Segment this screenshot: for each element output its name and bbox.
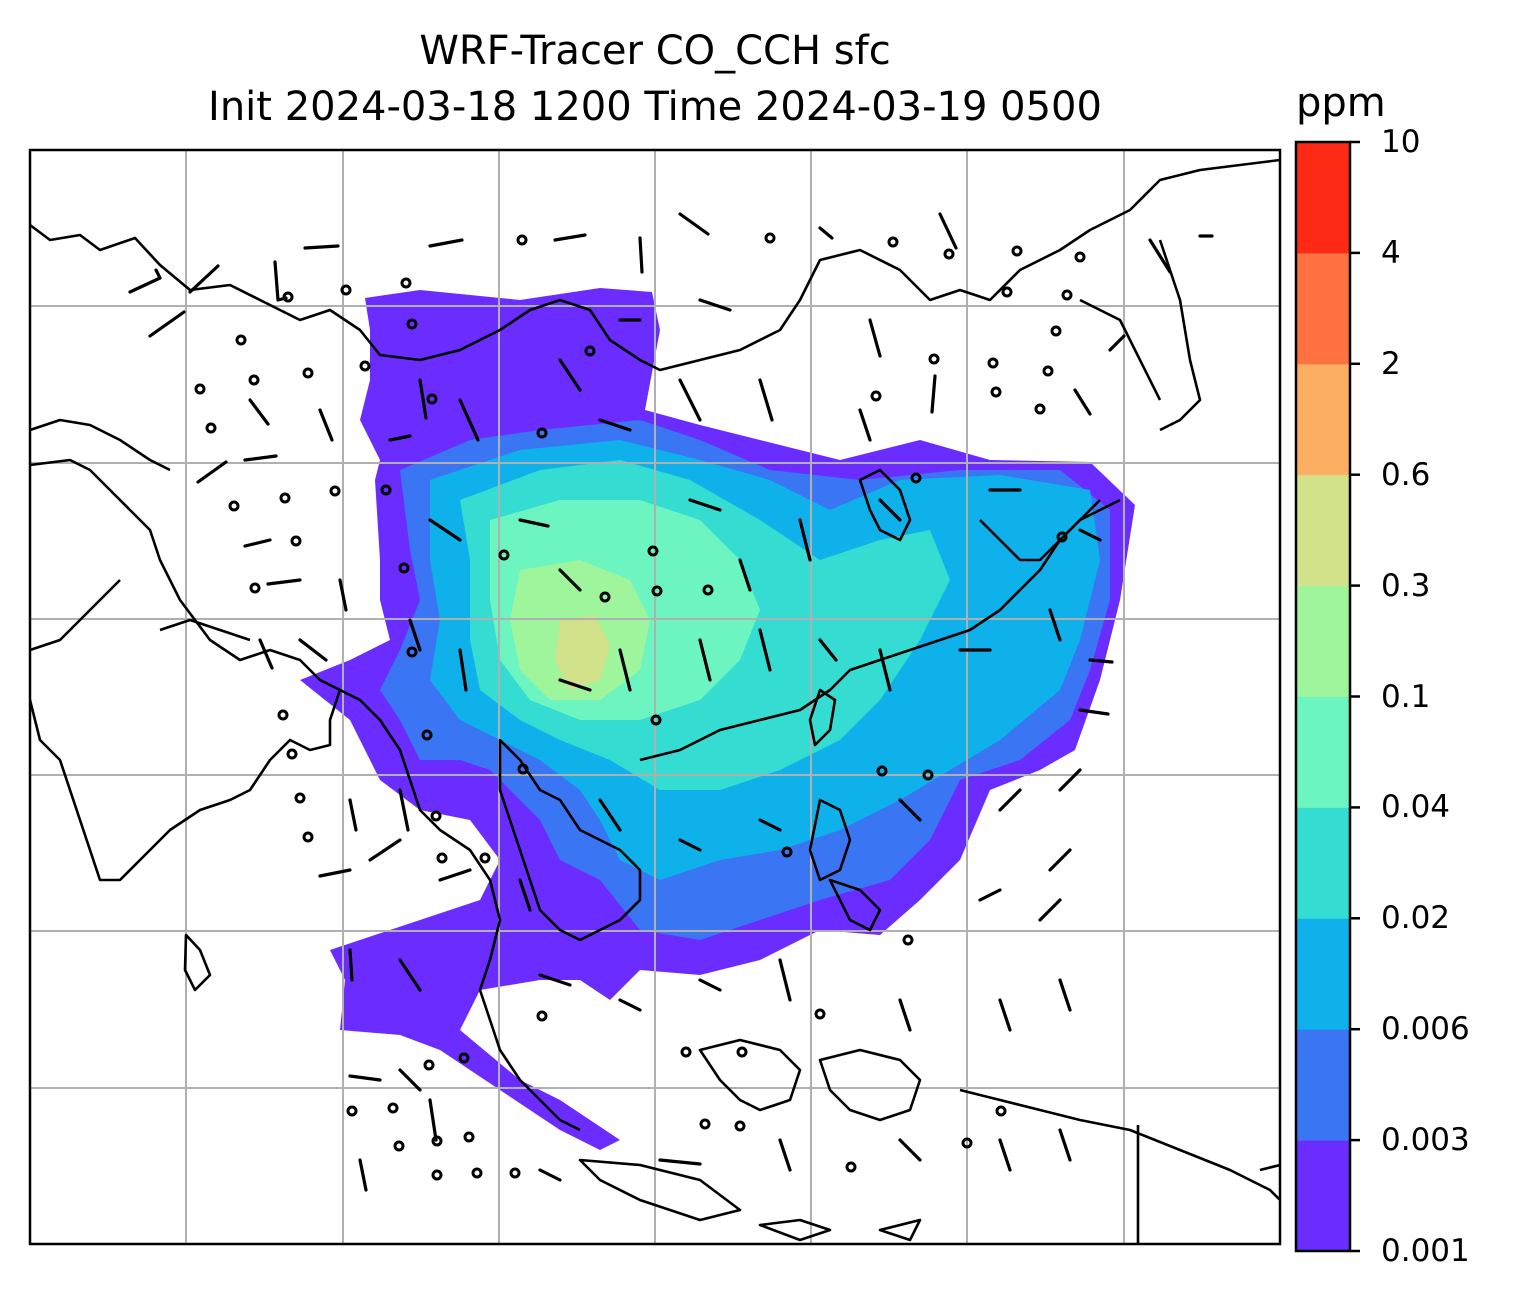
- colorbar-tick-label: 0.003: [1381, 1122, 1470, 1159]
- colorbar-swatch: [1296, 1140, 1350, 1252]
- colorbar-tick-label: 0.04: [1381, 789, 1451, 826]
- colorbar-swatch: [1296, 142, 1350, 254]
- map-title-line-1: WRF-Tracer CO_CCH sfc: [419, 28, 891, 74]
- field-level-7: [555, 615, 610, 690]
- colorbar-tick-label: 2: [1381, 345, 1401, 382]
- colorbar-swatch: [1296, 1029, 1350, 1141]
- map-frame: [28, 148, 1282, 1246]
- colorbar-swatch: [1296, 696, 1350, 808]
- colorbar-swatch: [1296, 807, 1350, 919]
- colorbar-tick-label: 0.006: [1381, 1011, 1470, 1048]
- colorbar-tick-label: 0.02: [1381, 900, 1451, 937]
- colorbar: [1294, 140, 1360, 1253]
- colorbar-swatch: [1296, 363, 1350, 476]
- coastlines: [30, 158, 1280, 1244]
- concentration-field: [300, 288, 1135, 1150]
- calm-wind-markers: [194, 232, 1086, 1181]
- colorbar-swatch: [1296, 474, 1350, 587]
- colorbar-unit-label: ppm: [1296, 80, 1386, 126]
- colorbar-swatch: [1296, 252, 1350, 365]
- wind-barbs: [128, 212, 1214, 1192]
- colorbar-tick-label: 0.1: [1381, 678, 1431, 715]
- colorbar-tick-label: 0.3: [1381, 567, 1431, 604]
- colorbar-swatch: [1296, 918, 1350, 1030]
- map-plot-area: [30, 150, 1280, 1244]
- colorbar-tick-label: 10: [1381, 124, 1421, 160]
- map-gridlines: [30, 150, 1280, 1244]
- colorbar-tick-label: 0.6: [1381, 456, 1431, 493]
- colorbar-tick-label: 4: [1381, 234, 1401, 271]
- map-title-line-2: Init 2024-03-18 1200 Time 2024-03-19 050…: [208, 84, 1102, 130]
- colorbar-tick-label: 0.001: [1381, 1233, 1470, 1269]
- colorbar-swatch: [1296, 585, 1350, 697]
